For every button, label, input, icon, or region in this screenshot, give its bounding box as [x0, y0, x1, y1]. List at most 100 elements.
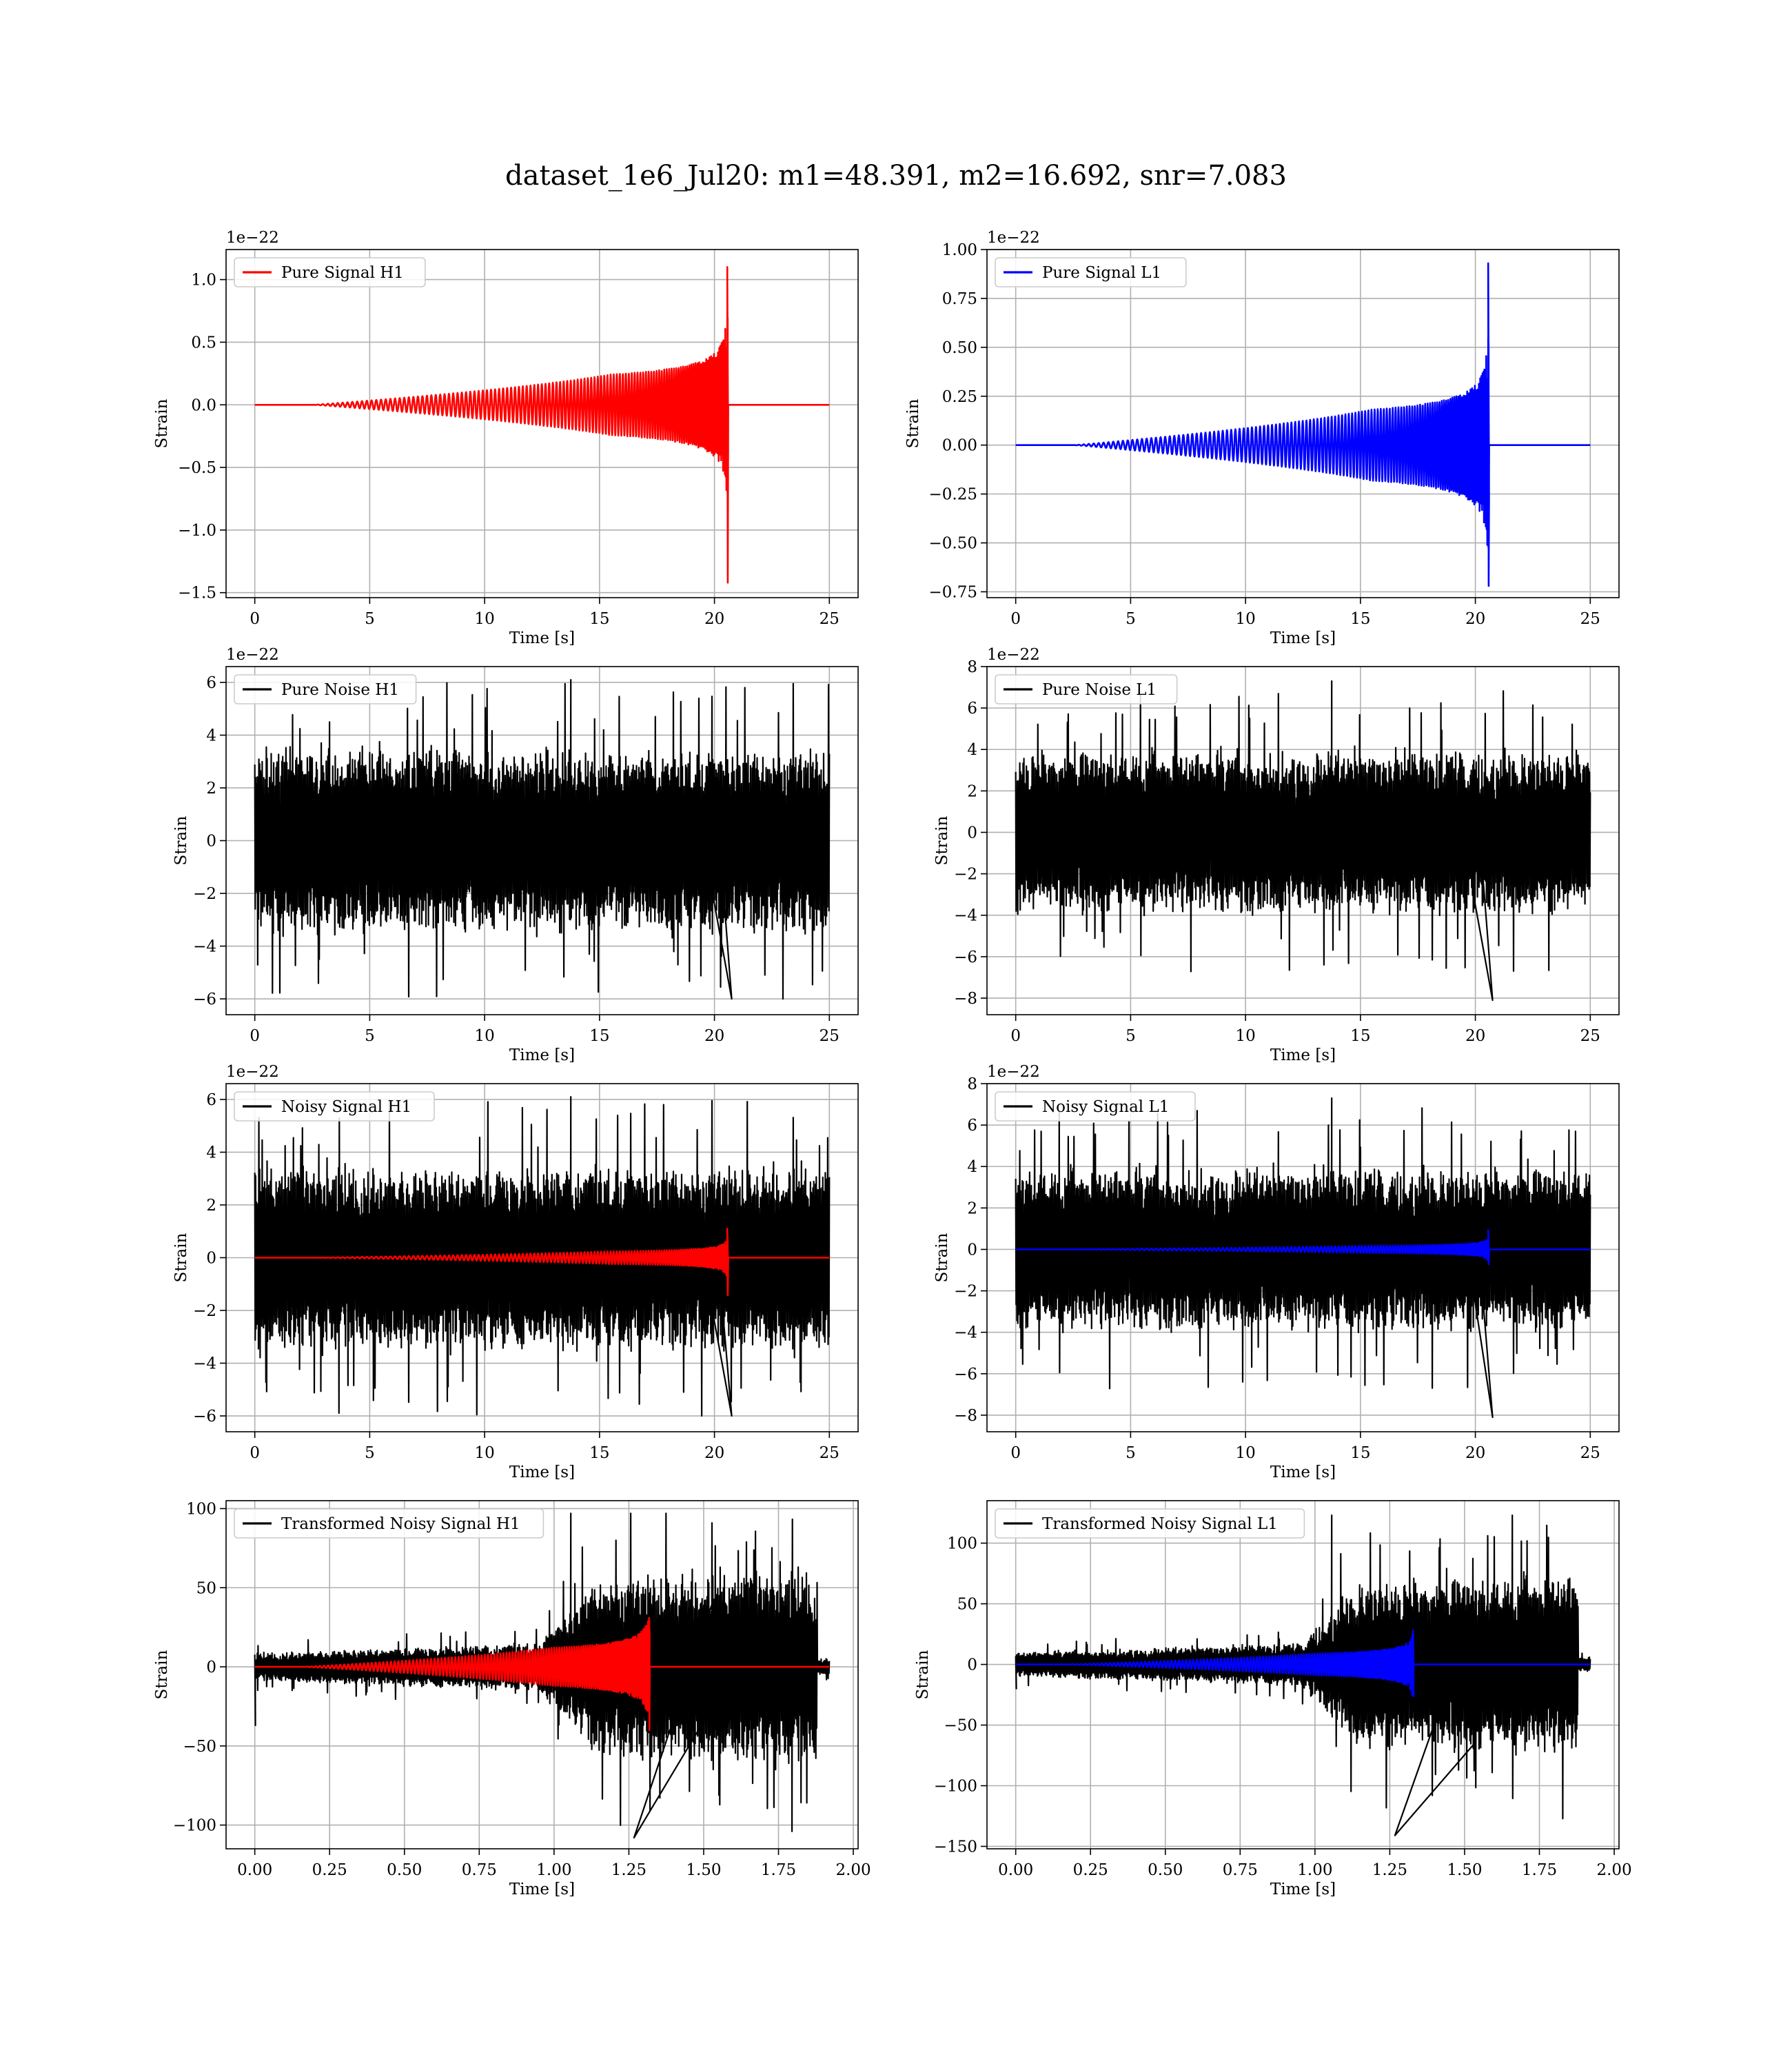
legend-label: Noisy Signal H1 [281, 1098, 411, 1116]
legend-label: Pure Noise L1 [1042, 681, 1157, 699]
x-tick-label: 1.50 [686, 1861, 721, 1879]
subplot-noisy-signal-h1: 0 5 10 15 20 25 −6 −4 −2 0 2 4 6 1e−22 Time [s] Strain N… [172, 1063, 859, 1481]
y-axis-label: Strain [914, 1650, 932, 1699]
series-line-noise [254, 679, 831, 1000]
subplot-transformed-noisy-signal-h1: 0.00 0.25 0.50 0.75 1.00 1.25 1.50 1.75 2.00 −100… [153, 1500, 871, 1898]
y-tick-label: −4 [954, 1324, 977, 1342]
y-tick-label: −0.5 [178, 459, 216, 477]
x-tick-label: 10 [1235, 1027, 1255, 1045]
y-tick-label: 0 [967, 824, 977, 842]
x-tick-label: 25 [819, 610, 839, 628]
y-tick-label: 100 [186, 1500, 216, 1518]
x-tick-label: 25 [1580, 1027, 1600, 1045]
y-tick-label: 0.00 [942, 437, 977, 455]
x-tick-label: 5 [1126, 610, 1136, 628]
plot-frame [986, 1500, 1620, 1849]
x-tick-label: 0.25 [312, 1861, 347, 1879]
y-tick-label: −2 [193, 885, 216, 903]
x-tick-label: 25 [1580, 1444, 1600, 1462]
series-layer [1015, 1097, 1591, 1419]
y-tick-label: 0.75 [942, 290, 977, 308]
y-tick-label: 4 [967, 1158, 977, 1176]
y-axis-label: Strain [933, 1233, 951, 1282]
legend-label: Pure Signal H1 [281, 264, 404, 282]
y-axis-label: Strain [933, 815, 951, 865]
y-tick-label: 2 [967, 1199, 977, 1217]
legend: Pure Noise H1 [234, 674, 417, 704]
legend-box [995, 1508, 1305, 1539]
y-tick-label: 4 [967, 741, 977, 759]
y-tick-label: 2 [206, 1197, 216, 1215]
series-line-chirp [1015, 1630, 1591, 1697]
x-tick-label: 20 [704, 610, 724, 628]
x-tick-label: 2.00 [835, 1861, 870, 1879]
x-tick-label: 25 [819, 1444, 839, 1462]
series-layer [1015, 680, 1591, 1002]
x-tick-label: 15 [589, 1027, 609, 1045]
x-tick-label: 25 [1580, 610, 1600, 628]
series-layer [254, 1512, 831, 1838]
y-tick-label: −2 [954, 866, 977, 884]
series-layer [1015, 262, 1591, 587]
x-tick-label: 5 [365, 1444, 375, 1462]
y-tick-label: −50 [944, 1717, 977, 1735]
x-tick-label: 1.00 [536, 1861, 571, 1879]
x-tick-label: 5 [1126, 1444, 1136, 1462]
y-tick-label: −4 [193, 1355, 216, 1373]
legend-box [995, 1091, 1196, 1122]
y-axis-label: Strain [904, 398, 922, 448]
plot-frame [986, 1083, 1620, 1432]
y-tick-label: −4 [193, 938, 216, 956]
legend: Noisy Signal H1 [234, 1091, 435, 1122]
x-tick-label: 5 [365, 610, 375, 628]
legend: Transformed Noisy Signal L1 [995, 1508, 1305, 1539]
y-tick-label: 8 [967, 658, 977, 676]
x-axis-label: Time [s] [1270, 1046, 1336, 1064]
y-tick-label: 8 [967, 1075, 977, 1093]
x-axis-label: Time [s] [509, 1463, 575, 1481]
subplot-transformed-noisy-signal-l1: 0.00 0.25 0.50 0.75 1.00 1.25 1.50 1.75 2.00 −150… [914, 1500, 1632, 1898]
series-line-noise [1015, 1097, 1591, 1419]
x-tick-label: 1.75 [1522, 1861, 1557, 1879]
subplot-pure-noise-h1: 0 5 10 15 20 25 −6 −4 −2 0 2 4 6 1e−22 Time [s] Strain P… [172, 646, 859, 1064]
subplot-pure-signal-l1: 0 5 10 15 20 25 −0.75 −0.50 −0.25 0.00 0.25 0.50 0.7… [904, 229, 1620, 647]
x-tick-label: 10 [474, 610, 494, 628]
y-tick-label: 6 [206, 674, 216, 692]
legend-box [234, 674, 417, 704]
y-tick-label: −150 [934, 1838, 977, 1856]
y-tick-label: 0.25 [942, 388, 977, 406]
subplot-grid: 0 5 10 15 20 25−1.5−1.0−0.50.00.51.01e−22Time… [153, 229, 1632, 1898]
legend-box [234, 1508, 544, 1539]
x-tick-label: 5 [365, 1027, 375, 1045]
x-tick-label: 5 [1126, 1027, 1136, 1045]
plot-frame [225, 1500, 859, 1849]
x-tick-label: 10 [1235, 610, 1255, 628]
y-tick-label: −100 [934, 1778, 977, 1796]
y-tick-label: −6 [193, 991, 216, 1008]
x-tick-label: 0.75 [1223, 1861, 1258, 1879]
legend-label: Transformed Noisy Signal H1 [281, 1515, 520, 1533]
y-offset-label: 1e−22 [226, 229, 279, 247]
plot-frame [225, 1083, 859, 1432]
legend: Pure Signal L1 [995, 257, 1187, 287]
x-tick-label: 0.25 [1073, 1861, 1108, 1879]
legend-box [995, 674, 1178, 704]
x-tick-label: 20 [1465, 610, 1485, 628]
y-offset-label: 1e−22 [987, 646, 1040, 664]
y-tick-label: −50 [183, 1738, 216, 1756]
y-tick-label: −4 [954, 907, 977, 925]
x-axis-label: Time [s] [1270, 1463, 1336, 1481]
legend: Pure Signal H1 [234, 257, 426, 287]
x-tick-label: 0.75 [462, 1861, 497, 1879]
y-tick-label: 0 [967, 1656, 977, 1674]
plot-area [226, 250, 858, 598]
x-tick-label: 15 [589, 1444, 609, 1462]
series-line-noise [254, 1096, 831, 1417]
legend-box [234, 1091, 435, 1122]
x-tick-label: 10 [1235, 1444, 1255, 1462]
y-axis-label: Strain [172, 815, 190, 865]
figure-title: dataset_1e6_Jul20: m1=48.391, m2=16.692,… [505, 160, 1287, 192]
x-tick-label: 0.00 [237, 1861, 272, 1879]
x-tick-label: 20 [704, 1027, 724, 1045]
